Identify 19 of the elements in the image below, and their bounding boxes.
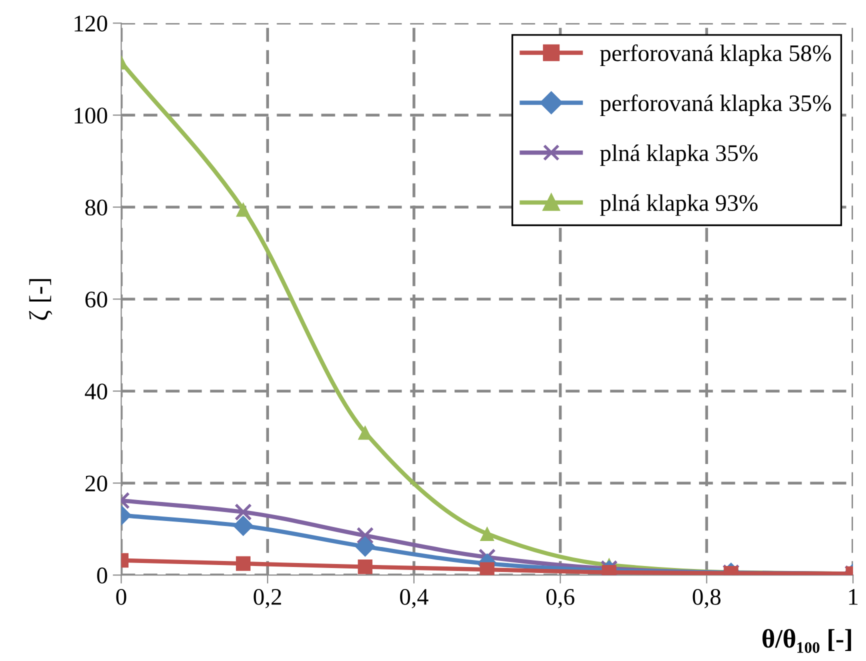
- y-axis-title: ζ [-]: [29, 279, 52, 320]
- x-tick-label: 0: [116, 588, 126, 605]
- y-tick-label: 80: [85, 200, 108, 216]
- y-tick-label: 20: [85, 476, 108, 492]
- x-tick-label: 0,6: [546, 588, 574, 608]
- legend-label: plná klapka 93%: [600, 194, 758, 216]
- y-tick-label: 60: [85, 292, 108, 308]
- x-tick-label: 0,4: [400, 588, 428, 608]
- y-tick-label: 40: [84, 384, 108, 400]
- legend-label: plná klapka 35%: [600, 144, 758, 166]
- y-tick-label: 120: [74, 16, 108, 32]
- y-tick-label: 100: [74, 108, 108, 124]
- x-tick-label: 0,2: [254, 588, 282, 608]
- legend-label: perforovaná klapka 35%: [600, 94, 831, 116]
- y-tick-label: 0: [97, 568, 108, 584]
- x-axis-title: θ/θ₁₀₀ [-]: [762, 629, 852, 653]
- x-tick-label: 0,8: [692, 588, 721, 608]
- x-tick-label: 1: [849, 589, 858, 605]
- legend-label: perforovaná klapka 58%: [600, 44, 831, 66]
